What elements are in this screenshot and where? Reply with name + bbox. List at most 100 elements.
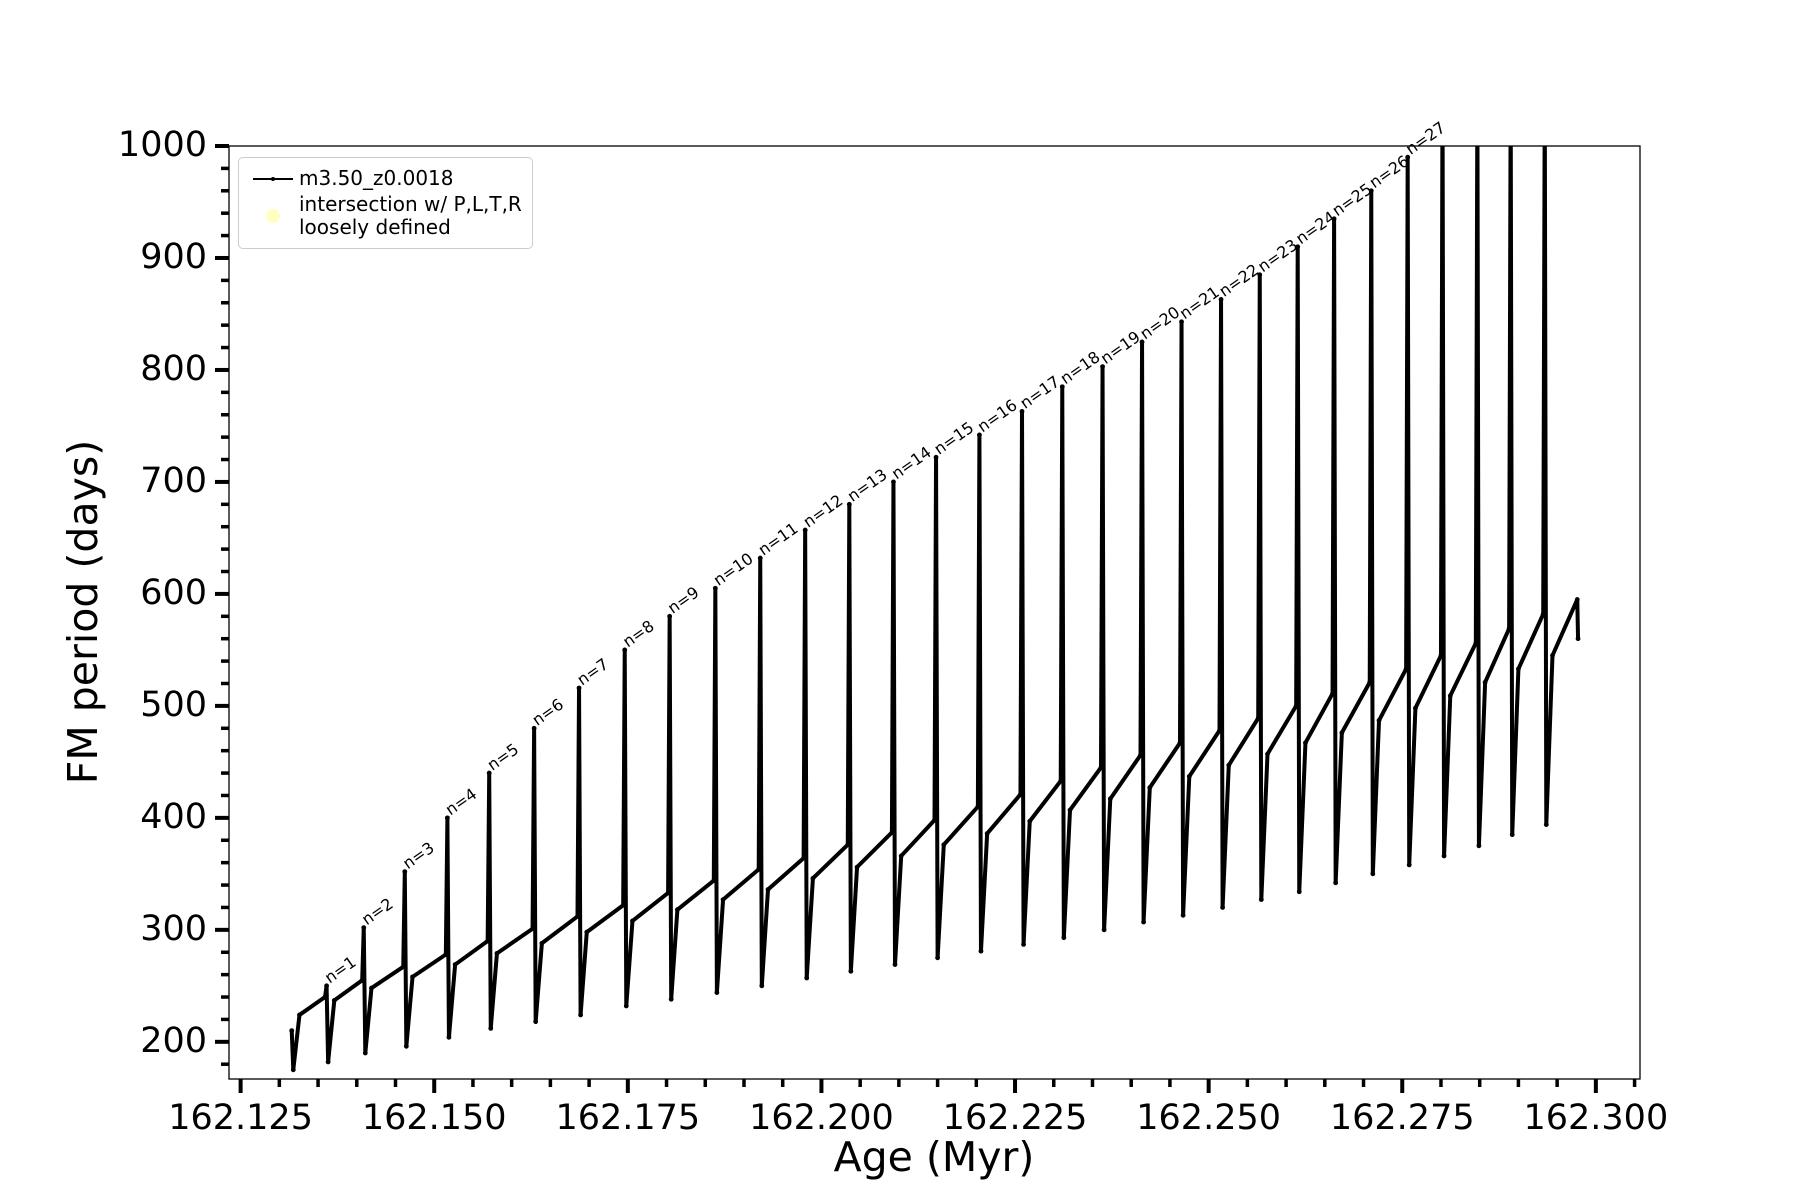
data-point bbox=[531, 725, 537, 731]
data-point bbox=[362, 1050, 368, 1056]
x-tick-label: 162.275 bbox=[1330, 1098, 1475, 1138]
data-point bbox=[530, 926, 535, 932]
data-point bbox=[1509, 832, 1515, 838]
y-tick-label: 200 bbox=[140, 1021, 207, 1061]
data-point bbox=[889, 830, 895, 835]
annotation: n=8 bbox=[619, 616, 658, 651]
data-point bbox=[846, 501, 852, 507]
data-point bbox=[757, 555, 763, 561]
data-point bbox=[1406, 862, 1412, 868]
data-point bbox=[720, 897, 726, 903]
data-point bbox=[1220, 905, 1225, 910]
annotation: n=10 bbox=[710, 549, 757, 590]
data-point bbox=[1367, 679, 1373, 685]
data-point bbox=[756, 866, 762, 872]
data-point bbox=[1540, 611, 1546, 617]
x-tick-label: 162.225 bbox=[943, 1098, 1088, 1138]
x-tick-label: 162.200 bbox=[749, 1098, 894, 1138]
data-point bbox=[1368, 188, 1374, 194]
data-point bbox=[325, 1059, 331, 1065]
annotation: n=13 bbox=[844, 465, 891, 506]
data-point bbox=[1473, 640, 1479, 646]
data-point bbox=[1018, 791, 1023, 797]
data-point bbox=[1330, 691, 1335, 696]
data-point bbox=[369, 985, 374, 991]
data-point bbox=[322, 994, 328, 1000]
data-point bbox=[1019, 408, 1025, 414]
annotation: n=7 bbox=[573, 654, 612, 689]
data-point bbox=[1101, 927, 1107, 933]
data-point bbox=[446, 1034, 452, 1040]
data-point bbox=[1331, 216, 1337, 222]
data-point bbox=[712, 585, 718, 591]
data-point bbox=[1482, 679, 1488, 685]
data-point bbox=[1405, 154, 1411, 160]
annotation: n=25 bbox=[1328, 179, 1375, 220]
data-point bbox=[1141, 919, 1146, 925]
data-point bbox=[1139, 339, 1145, 345]
annotation: n=22 bbox=[1215, 260, 1262, 301]
data-point bbox=[410, 974, 415, 980]
data-point bbox=[1543, 822, 1549, 827]
data-point bbox=[891, 479, 896, 485]
legend-marker bbox=[266, 209, 280, 223]
y-tick-label: 600 bbox=[140, 573, 207, 613]
data-point bbox=[1441, 853, 1447, 859]
data-point bbox=[297, 1012, 302, 1018]
data-point bbox=[854, 864, 860, 870]
annotation: n=17 bbox=[1016, 372, 1063, 413]
data-point bbox=[1257, 272, 1263, 278]
data-point bbox=[1370, 871, 1376, 877]
data-point bbox=[801, 855, 807, 861]
data-point bbox=[1027, 818, 1033, 824]
annotation: n=11 bbox=[755, 519, 802, 560]
data-point bbox=[1186, 774, 1192, 779]
x-tick-label: 162.175 bbox=[555, 1098, 700, 1138]
data-point bbox=[485, 938, 491, 944]
data-point bbox=[443, 952, 449, 957]
data-point bbox=[1506, 626, 1512, 632]
y-tick-label: 500 bbox=[140, 685, 207, 725]
data-point bbox=[1447, 693, 1453, 699]
data-point bbox=[667, 613, 673, 619]
data-point bbox=[1575, 636, 1581, 642]
data-point bbox=[1296, 889, 1302, 895]
data-point bbox=[575, 914, 580, 919]
data-point bbox=[848, 968, 854, 974]
x-tick-label: 162.150 bbox=[362, 1098, 507, 1138]
data-point bbox=[488, 1025, 494, 1031]
y-tick-label: 900 bbox=[140, 237, 207, 277]
x-tick-label: 162.125 bbox=[168, 1098, 313, 1138]
data-point bbox=[714, 990, 720, 995]
legend-item: intersection w/ P,L,T,R loosely defined bbox=[247, 193, 522, 239]
annotation: n=15 bbox=[930, 418, 977, 459]
annotation: n=6 bbox=[529, 695, 568, 730]
data-point bbox=[1293, 703, 1299, 709]
data-point bbox=[623, 1003, 629, 1009]
data-point bbox=[361, 925, 367, 931]
data-point bbox=[1100, 364, 1105, 369]
data-point bbox=[1147, 785, 1153, 791]
data-point bbox=[935, 955, 940, 961]
data-point bbox=[403, 1043, 409, 1049]
data-point bbox=[674, 907, 680, 913]
data-point bbox=[1403, 666, 1409, 672]
legend-line bbox=[253, 176, 293, 181]
legend-item: m3.50_z0.0018 bbox=[247, 167, 522, 190]
data-point bbox=[1177, 740, 1183, 746]
data-point bbox=[1440, 88, 1445, 93]
data-point bbox=[486, 770, 492, 776]
annotation: n=5 bbox=[484, 739, 523, 774]
data-point bbox=[1303, 740, 1308, 746]
data-point bbox=[533, 1019, 539, 1025]
data-point bbox=[1376, 718, 1382, 723]
data-point bbox=[1138, 752, 1143, 758]
y-tick-label: 800 bbox=[140, 349, 207, 389]
data-point bbox=[804, 975, 810, 981]
data-point bbox=[1021, 942, 1026, 947]
y-tick-label: 700 bbox=[140, 461, 207, 501]
data-point bbox=[1061, 935, 1067, 941]
annotation: n=2 bbox=[358, 894, 397, 929]
data-point bbox=[978, 948, 984, 954]
